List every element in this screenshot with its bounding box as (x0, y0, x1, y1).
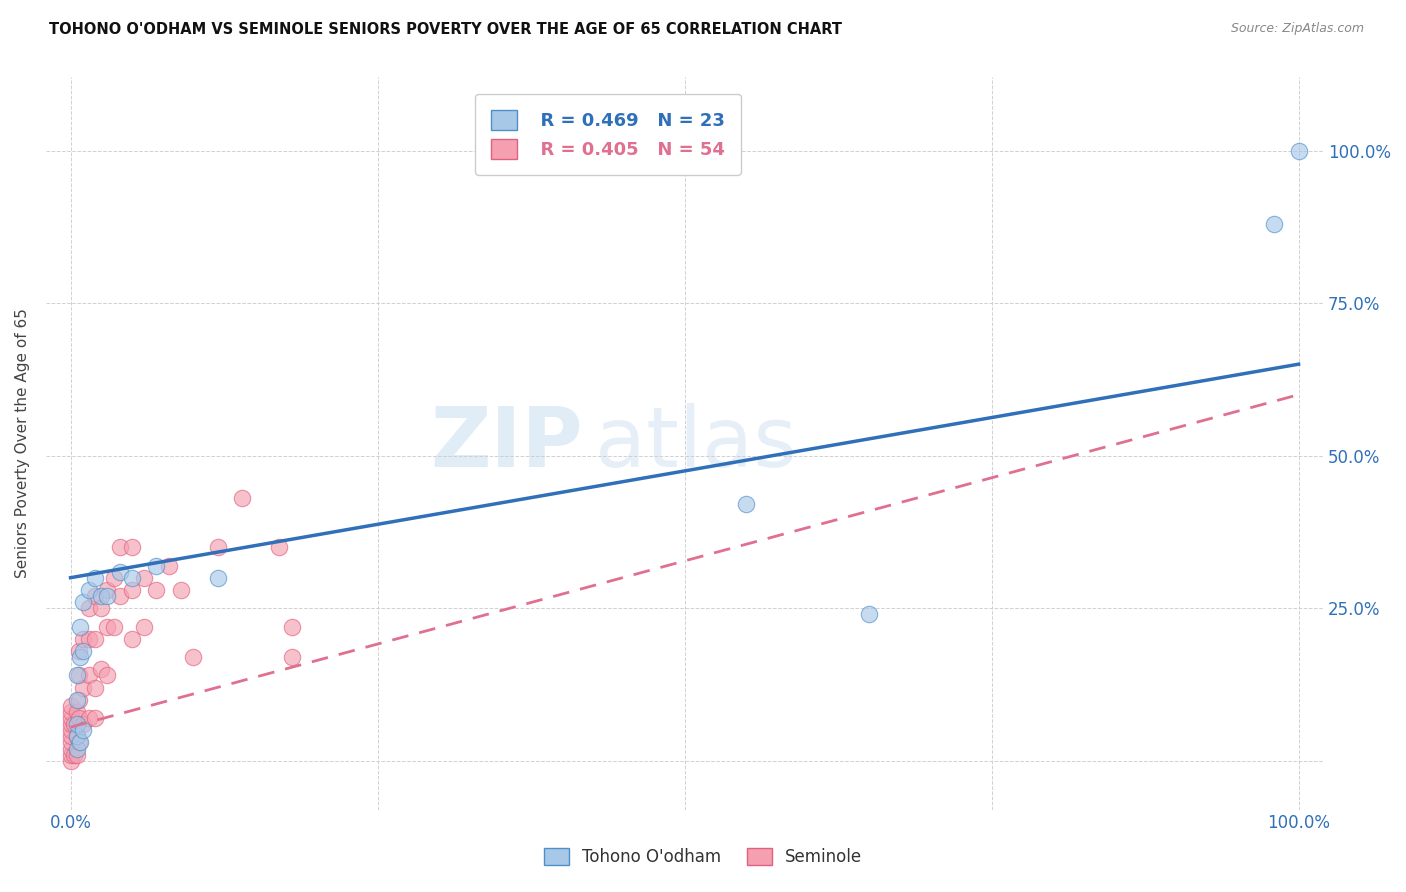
Point (108, 540, 131, 554)
Point (63, 747, 86, 762)
Point (59, 717, 82, 731)
Point (72, 644, 94, 658)
Point (84, 711, 107, 725)
Point (67, 668, 90, 682)
Point (59, 729, 82, 743)
Point (69, 619, 91, 633)
Point (207, 540, 229, 554)
Point (66, 705, 89, 719)
Point (63, 717, 86, 731)
Point (67, 692, 90, 706)
Text: ZIP: ZIP (430, 403, 582, 484)
Text: TOHONO O'ODHAM VS SEMINOLE SENIORS POVERTY OVER THE AGE OF 65 CORRELATION CHART: TOHONO O'ODHAM VS SEMINOLE SENIORS POVER… (49, 22, 842, 37)
Point (59, 735, 82, 749)
Point (59, 698, 82, 713)
Point (1263, 217, 1285, 231)
Point (121, 582, 143, 597)
Point (231, 491, 253, 506)
Point (735, 498, 758, 512)
Point (59, 705, 82, 719)
Point (90, 589, 112, 603)
Point (84, 589, 107, 603)
Point (103, 571, 125, 585)
Point (66, 729, 89, 743)
Point (66, 741, 89, 756)
Point (72, 632, 94, 646)
Point (96, 619, 118, 633)
Point (67, 644, 90, 658)
Point (69, 650, 91, 665)
Point (77, 632, 100, 646)
Point (72, 595, 94, 609)
Point (90, 601, 112, 615)
Point (66, 717, 89, 731)
Legend: Tohono O'odham, Seminole: Tohono O'odham, Seminole (536, 840, 870, 875)
Point (72, 681, 94, 695)
Y-axis label: Seniors Poverty Over the Age of 65: Seniors Poverty Over the Age of 65 (15, 309, 30, 578)
Point (59, 711, 82, 725)
Point (72, 723, 94, 738)
Point (84, 681, 107, 695)
Point (121, 571, 143, 585)
Point (96, 668, 118, 682)
Point (72, 717, 94, 731)
Point (269, 540, 291, 554)
Point (59, 723, 82, 738)
Point (103, 619, 125, 633)
Point (183, 650, 205, 665)
Point (170, 582, 193, 597)
Text: atlas: atlas (595, 403, 797, 484)
Point (134, 571, 156, 585)
Point (69, 735, 91, 749)
Point (280, 650, 302, 665)
Point (66, 729, 89, 743)
Point (96, 589, 118, 603)
Point (77, 601, 100, 615)
Point (121, 632, 143, 646)
Point (77, 668, 100, 682)
Point (59, 747, 82, 762)
Point (84, 571, 107, 585)
Point (77, 711, 100, 725)
Point (67, 711, 90, 725)
Point (59, 741, 82, 756)
Point (90, 662, 112, 676)
Point (66, 668, 89, 682)
Point (207, 571, 229, 585)
Point (145, 558, 167, 573)
Point (1288, 144, 1310, 158)
Text: Source: ZipAtlas.com: Source: ZipAtlas.com (1230, 22, 1364, 36)
Point (77, 582, 100, 597)
Point (280, 619, 302, 633)
Legend:   R = 0.469   N = 23,   R = 0.405   N = 54: R = 0.469 N = 23, R = 0.405 N = 54 (475, 94, 741, 175)
Point (84, 632, 107, 646)
Point (66, 747, 89, 762)
Point (108, 565, 131, 579)
Point (145, 582, 167, 597)
Point (121, 540, 143, 554)
Point (67, 735, 90, 749)
Point (157, 558, 180, 573)
Point (858, 607, 880, 622)
Point (108, 589, 131, 603)
Point (134, 619, 156, 633)
Point (96, 582, 118, 597)
Point (66, 692, 89, 706)
Point (59, 754, 82, 768)
